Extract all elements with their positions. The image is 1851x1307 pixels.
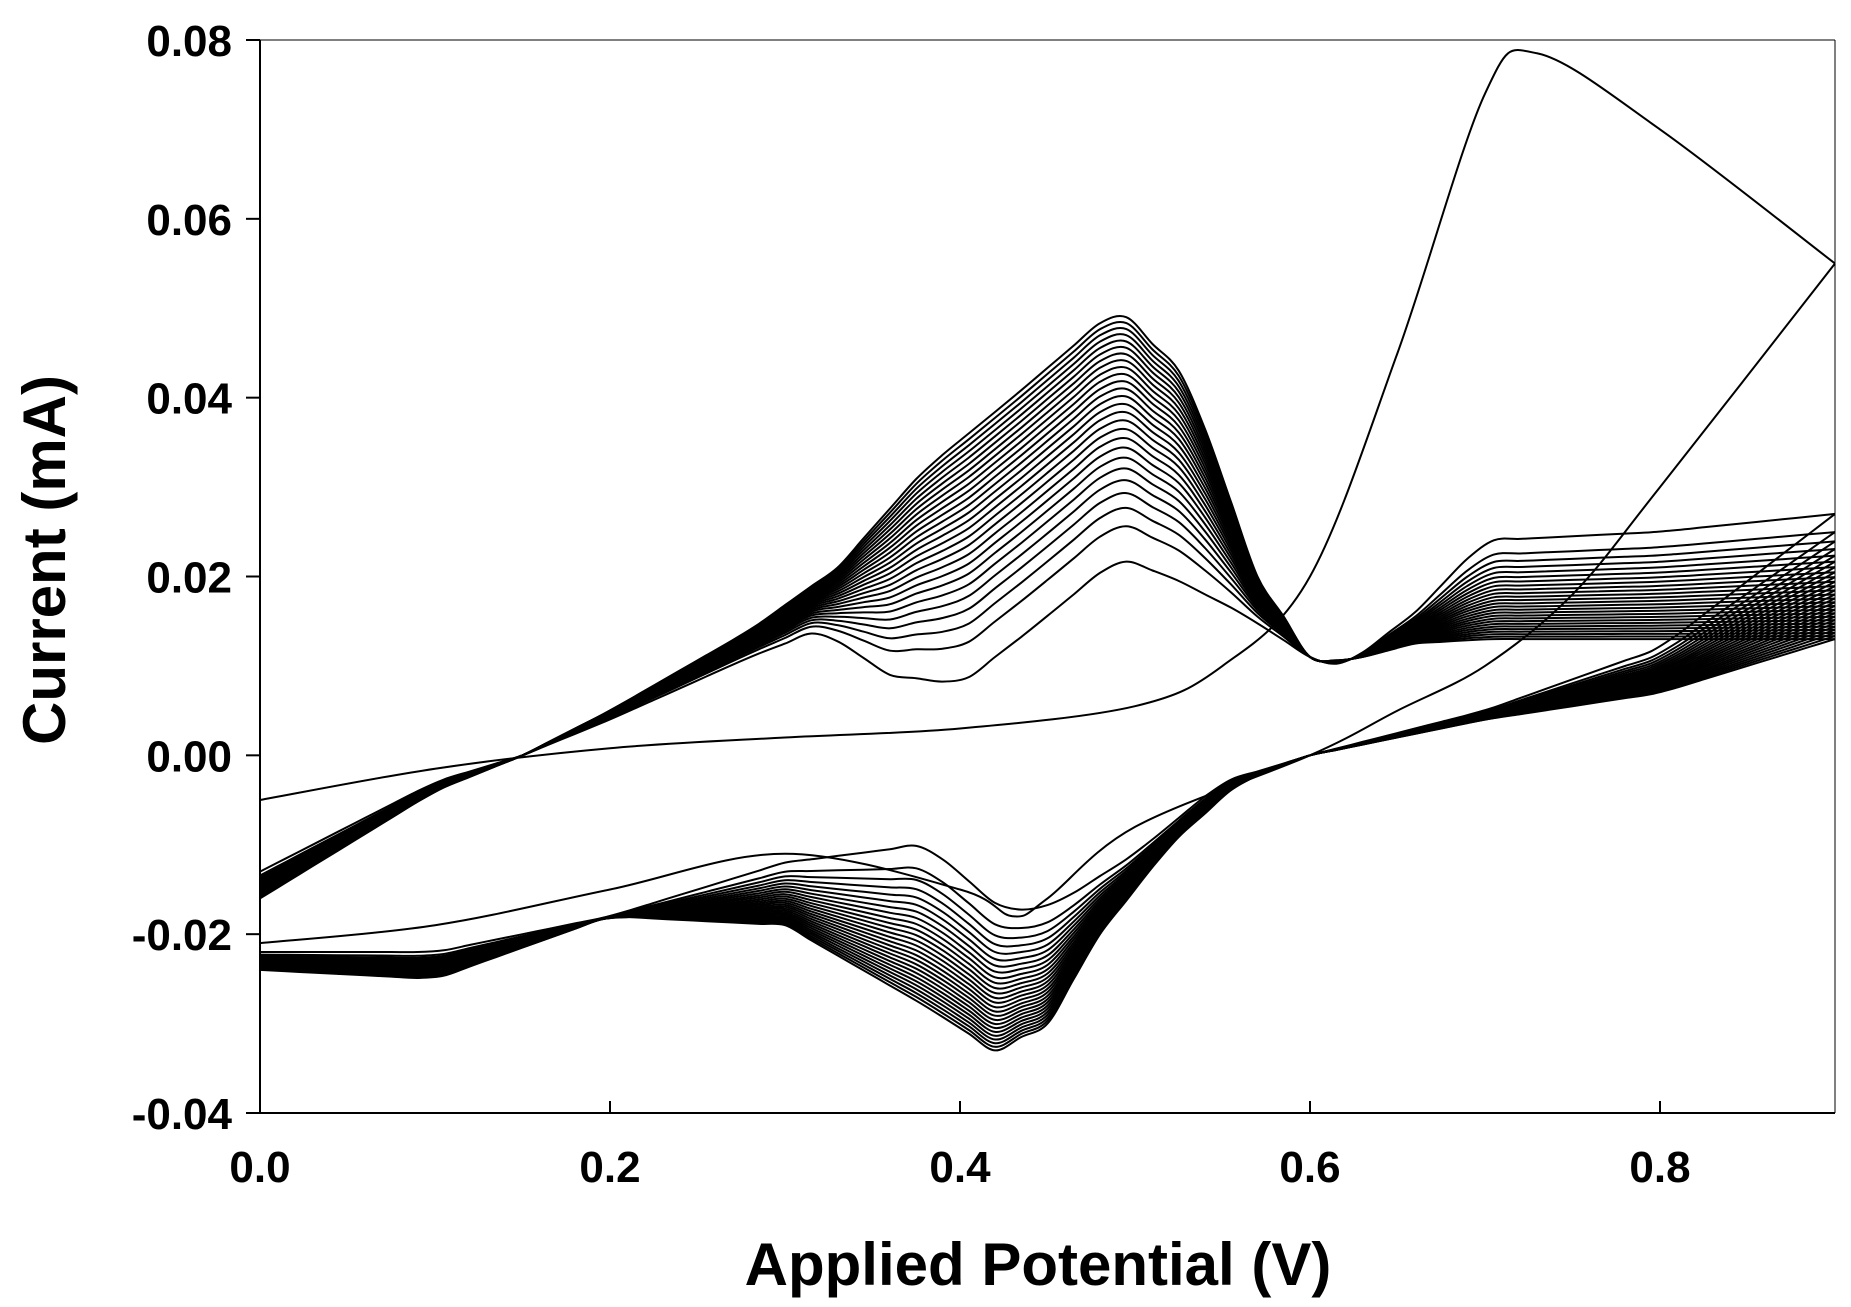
y-tick-label: 0.08 — [146, 17, 232, 66]
x-tick-label: 0.6 — [1279, 1143, 1340, 1192]
x-tick-label: 0.0 — [229, 1143, 290, 1192]
y-tick-label: 0.00 — [146, 732, 232, 781]
cycle-reverse-line — [259, 638, 1836, 1052]
y-axis-title: Current (mA) — [11, 375, 78, 745]
cycle-forward-line — [259, 320, 1835, 899]
ticks: -0.04 -0.02 0.00 0.02 0.04 0.06 0.08 0.0 0.2 0.4 0… — [132, 17, 1691, 1192]
cycle-forward-line — [259, 446, 1836, 885]
first-cycle-reverse-line — [259, 262, 1836, 945]
cycle-forward-line — [259, 402, 1836, 890]
y-tick-label: 0.02 — [146, 554, 232, 603]
curves — [259, 49, 1836, 1052]
first-cycle-forward-line — [259, 49, 1836, 801]
y-tick-label: 0.06 — [146, 196, 232, 245]
cycle-forward-line — [259, 410, 1836, 889]
cycle-forward-line — [259, 372, 1836, 893]
x-axis-title: Applied Potential (V) — [745, 1231, 1332, 1298]
cycle-reverse-line — [259, 585, 1836, 990]
x-tick-label: 0.8 — [1629, 1143, 1690, 1192]
cycle-forward-line — [259, 394, 1836, 891]
cycle-reverse-line — [259, 540, 1836, 959]
x-tick-label: 0.2 — [579, 1143, 640, 1192]
cycle-reverse-line — [260, 513, 1836, 954]
cycle-forward-line — [259, 314, 1835, 900]
cycle-forward-line — [259, 427, 1836, 887]
cycle-forward-line — [259, 436, 1836, 886]
x-tick-label: 0.4 — [929, 1143, 991, 1192]
y-tick-label: 0.04 — [146, 375, 232, 424]
cycle-reverse-line — [259, 589, 1836, 995]
cycle-reverse-line — [259, 560, 1836, 963]
cycle-forward-line — [259, 365, 1836, 894]
y-tick-label: -0.04 — [132, 1090, 233, 1139]
y-tick-label: -0.02 — [132, 911, 232, 960]
